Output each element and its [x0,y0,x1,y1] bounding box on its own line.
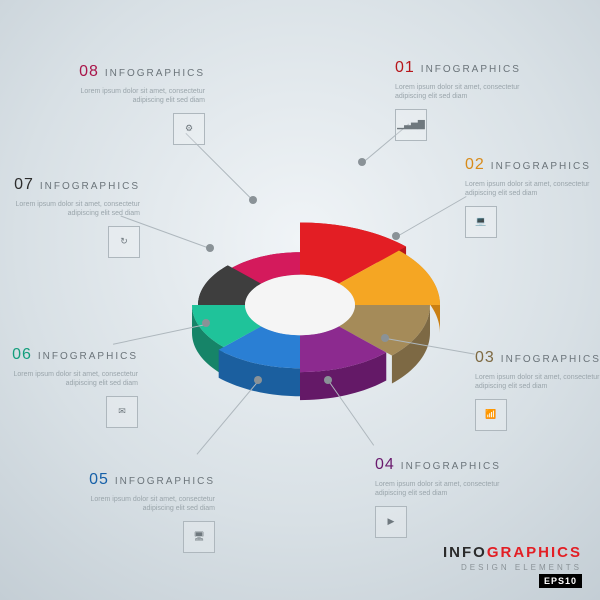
eps-badge: EPS10 [539,574,582,588]
callout-body: Lorem ipsum dolor sit amet, consectetur … [8,370,138,388]
callout-body: Lorem ipsum dolor sit amet, consectetur … [375,480,505,498]
callout-04: 04 INFOGRAPHICS Lorem ipsum dolor sit amet… [375,455,505,538]
callout-05: 05 INFOGRAPHICS Lorem ipsum dolor sit amet… [85,470,215,553]
callout-title: INFOGRAPHICS [421,64,521,75]
callout-07: 07 INFOGRAPHICS Lorem ipsum dolor sit amet… [10,175,140,258]
callout-body: Lorem ipsum dolor sit amet, consectetur … [85,495,215,513]
callout-title: INFOGRAPHICS [115,476,215,487]
callout-body: Lorem ipsum dolor sit amet, consectetur … [465,180,595,198]
callout-number: 06 [12,346,32,363]
gears-icon: ⚙ [173,113,205,145]
monitor-icon: 🖥 [183,521,215,553]
callout-title: INFOGRAPHICS [491,161,591,172]
callout-body: Lorem ipsum dolor sit amet, consectetur … [75,87,205,105]
play-icon: ▶ [375,506,407,538]
refresh-icon: ↻ [108,226,140,258]
callout-title: INFOGRAPHICS [401,461,501,472]
callout-02: 02 INFOGRAPHICS Lorem ipsum dolor sit amet… [465,155,595,238]
callout-body: Lorem ipsum dolor sit amet, consectetur … [10,200,140,218]
callout-number: 04 [375,456,395,473]
callout-number: 07 [14,176,34,193]
footer-title: INFOGRAPHICS DESIGN ELEMENTS [443,544,582,572]
callout-number: 02 [465,156,485,173]
wifi-icon: 📶 [475,399,507,431]
callout-title: INFOGRAPHICS [40,181,140,192]
callout-number: 03 [475,349,495,366]
callout-number: 05 [89,471,109,488]
callout-body: Lorem ipsum dolor sit amet, consectetur … [395,83,525,101]
callout-number: 08 [79,63,99,80]
callout-06: 06 INFOGRAPHICS Lorem ipsum dolor sit amet… [8,345,138,428]
callout-title: INFOGRAPHICS [501,354,600,365]
infographic-stage: 01 INFOGRAPHICS Lorem ipsum dolor sit amet… [0,0,600,600]
callout-body: Lorem ipsum dolor sit amet, consectetur … [475,373,600,391]
laptop-icon: 💻 [465,206,497,238]
mail-icon: ✉ [106,396,138,428]
callout-03: 03 INFOGRAPHICS Lorem ipsum dolor sit amet… [475,348,600,431]
callout-title: INFOGRAPHICS [105,68,205,79]
callout-title: INFOGRAPHICS [38,351,138,362]
callout-number: 01 [395,59,415,76]
callout-01: 01 INFOGRAPHICS Lorem ipsum dolor sit amet… [395,58,525,141]
footer-subtitle: DESIGN ELEMENTS [443,563,582,572]
callout-08: 08 INFOGRAPHICS Lorem ipsum dolor sit amet… [75,62,205,145]
bar-chart-icon: ▁▃▅▇ [395,109,427,141]
